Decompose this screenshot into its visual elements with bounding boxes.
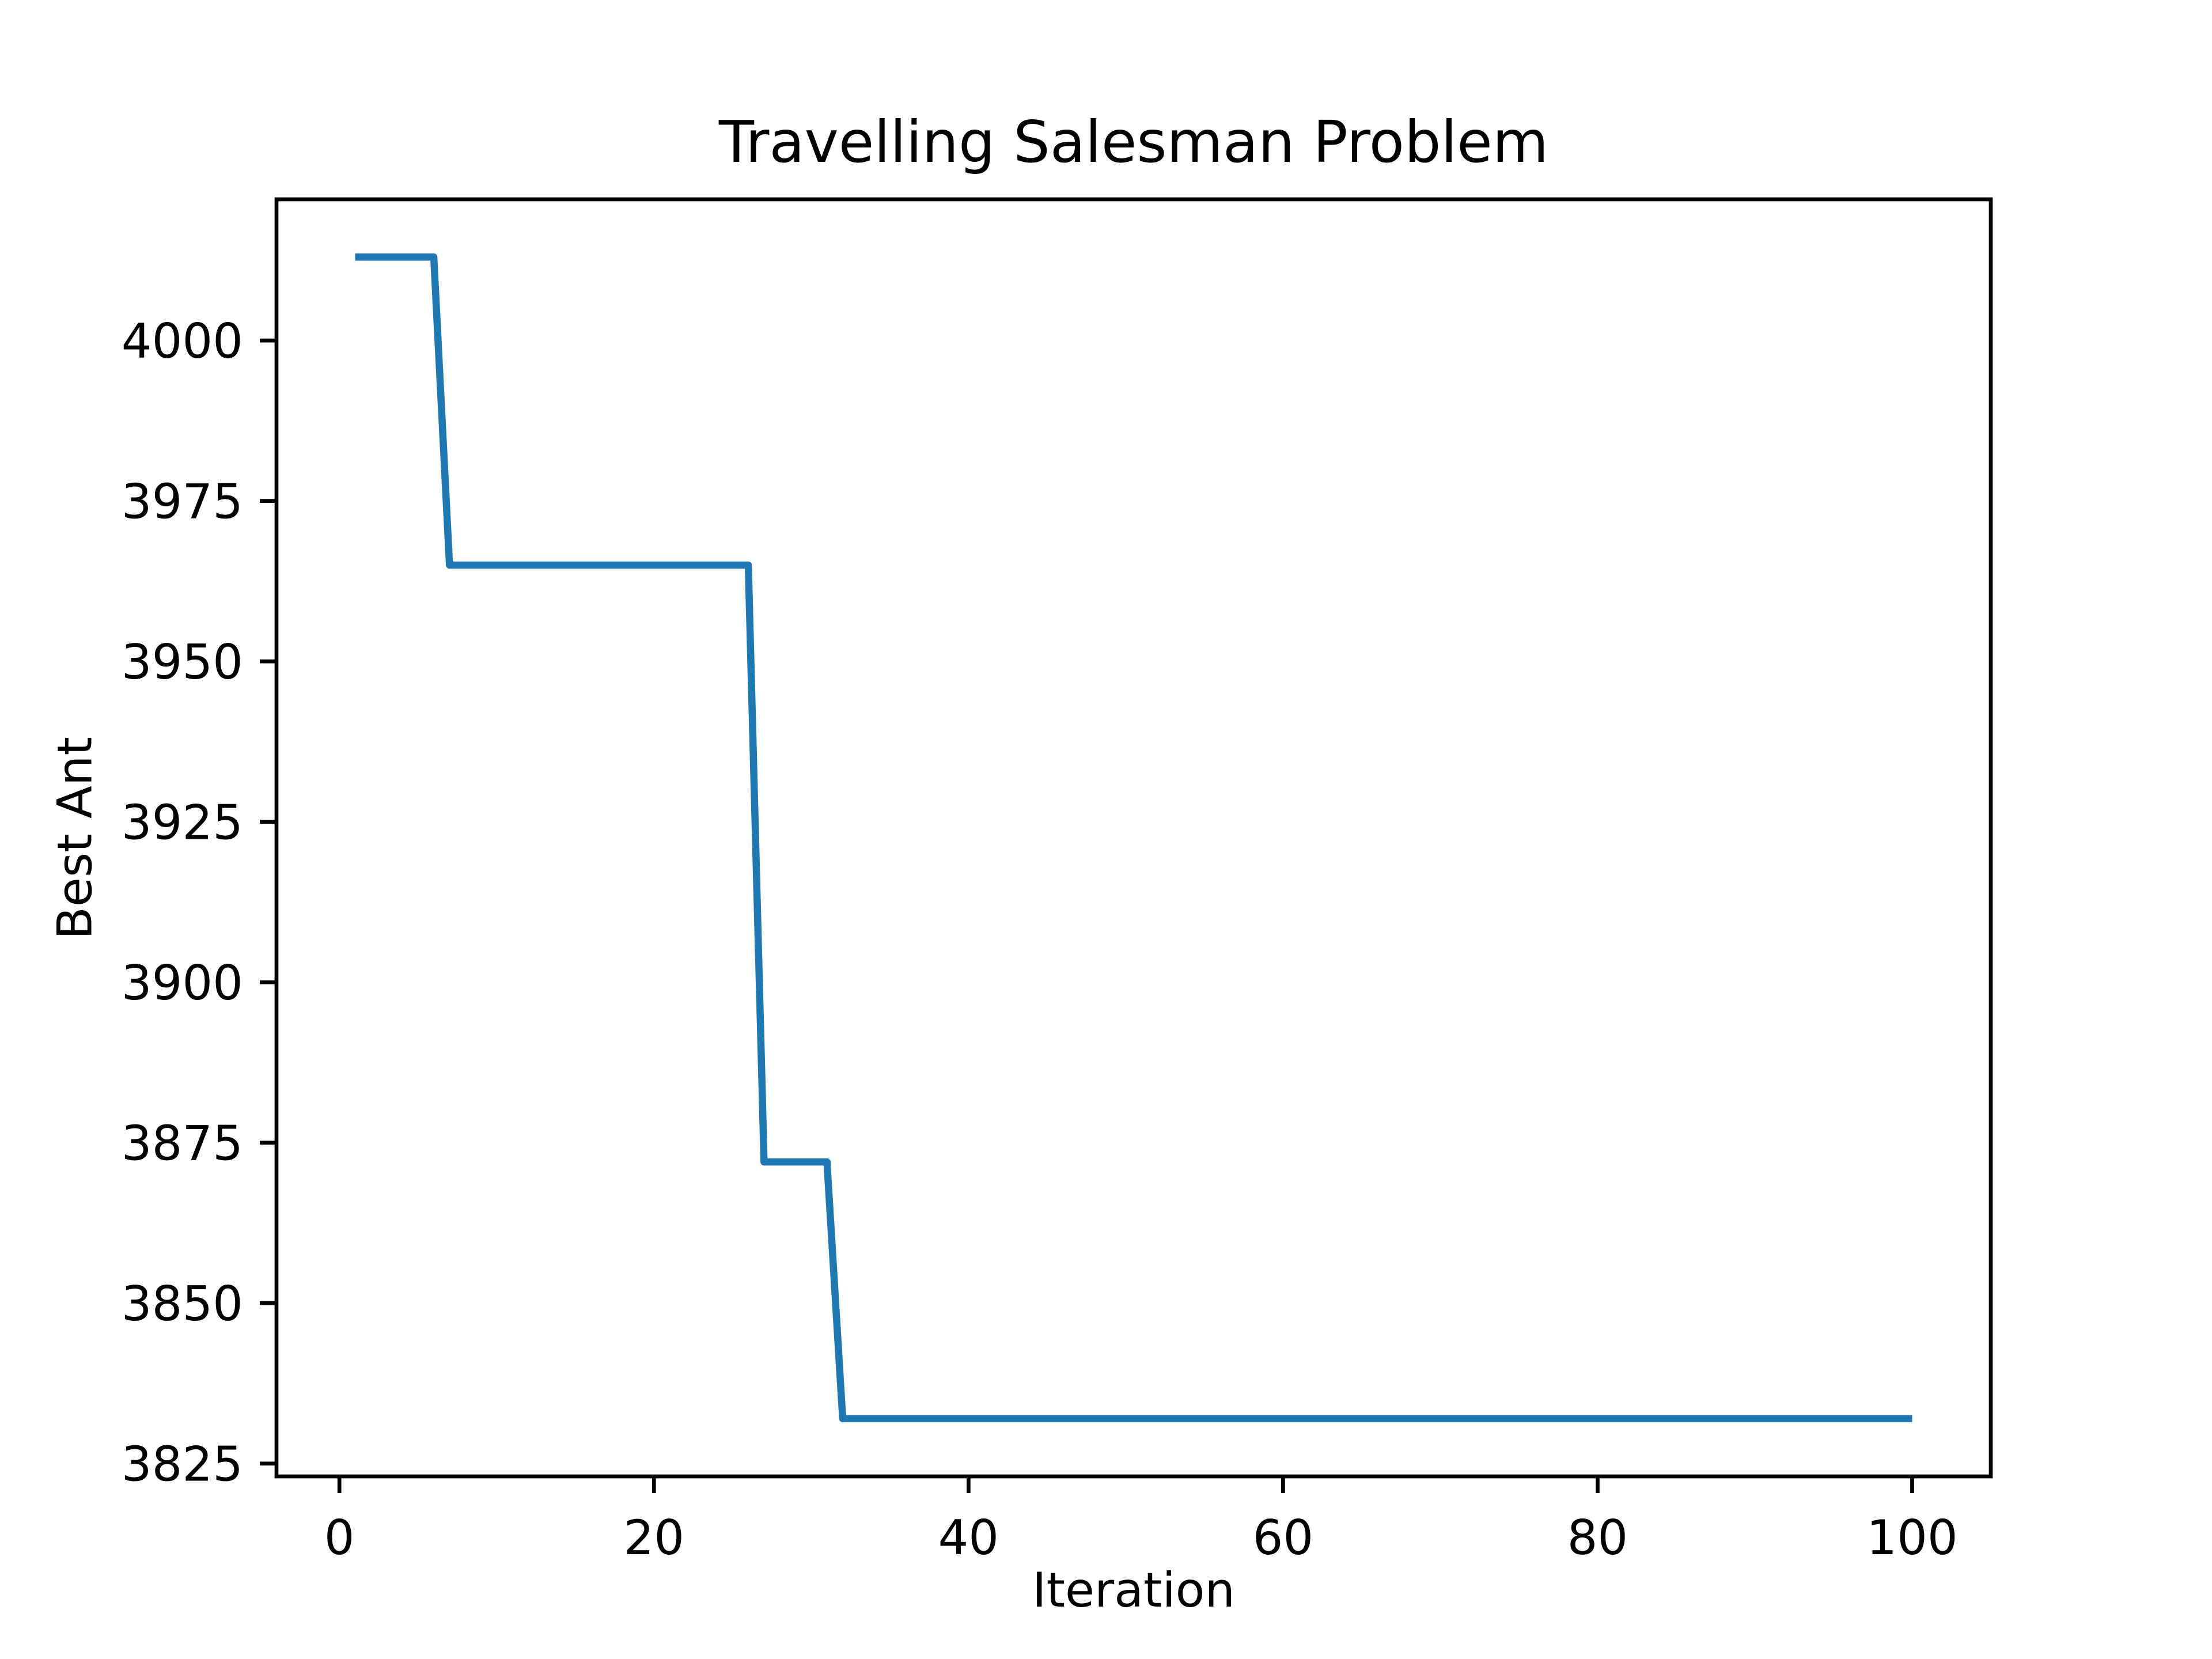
y-tick-label: 3875 [122, 1116, 243, 1172]
x-tick-label: 40 [938, 1510, 999, 1566]
x-tick-label: 0 [324, 1510, 355, 1566]
y-tick-label: 3825 [122, 1437, 243, 1493]
series-line [355, 253, 1912, 1422]
x-tick-label: 80 [1567, 1510, 1628, 1566]
plot-frame [274, 197, 1993, 1479]
x-tick-label: 100 [1866, 1510, 1957, 1566]
y-tick-label: 4000 [122, 313, 243, 369]
x-tick-label: 20 [623, 1510, 684, 1566]
x-axis-label: Iteration [1032, 1562, 1236, 1618]
x-tick-label: 60 [1253, 1510, 1314, 1566]
y-tick-label: 3950 [122, 634, 243, 690]
chart-title: Travelling Salesman Problem [718, 108, 1549, 176]
y-tick-label: 3900 [122, 955, 243, 1011]
y-axis-label: Best Ant [47, 736, 103, 940]
y-tick-label: 3850 [122, 1276, 243, 1332]
y-tick-label: 3925 [122, 795, 243, 851]
y-tick-label: 3975 [122, 474, 243, 529]
